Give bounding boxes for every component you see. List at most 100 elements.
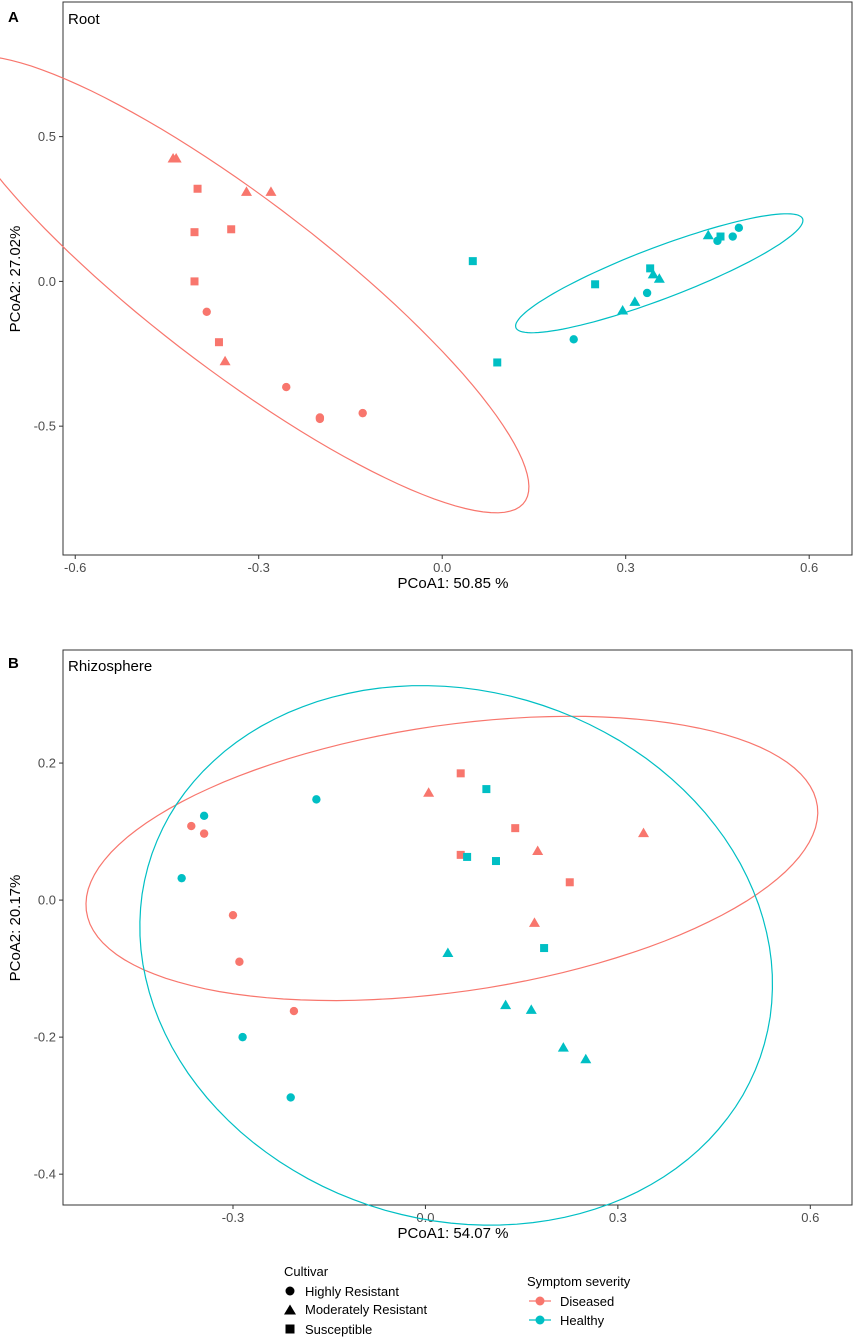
y-tick-label-a: -0.5 xyxy=(34,419,56,434)
x-tick-label-b: -0.3 xyxy=(222,1210,244,1225)
legend-symptom: Symptom severity Diseased Healthy xyxy=(527,1274,631,1328)
x-tick-label-a: -0.3 xyxy=(248,560,270,575)
point-healthy-highly-resistant xyxy=(238,1032,247,1042)
plot-frame-a xyxy=(62,1,853,556)
point-diseased-moderately-resistant xyxy=(528,917,540,927)
legend-triangle-icon xyxy=(284,1304,296,1315)
point-healthy-moderately-resistant xyxy=(629,296,641,306)
x-tick-label-b: 0.3 xyxy=(609,1210,627,1225)
panel-letter-b: B xyxy=(8,655,19,672)
point-healthy-susceptible xyxy=(482,785,491,794)
point-healthy-moderately-resistant xyxy=(617,305,629,315)
point-healthy-moderately-resistant xyxy=(653,273,665,283)
axis-ticks-a: -0.6 -0.3 0.0 0.3 0.6 -0.5 0.0 0.5 xyxy=(34,129,819,575)
panel-letter-a: A xyxy=(8,9,19,26)
point-diseased-susceptible xyxy=(190,228,199,237)
point-healthy-highly-resistant xyxy=(286,1093,295,1102)
point-diseased-moderately-resistant xyxy=(219,355,231,366)
panel-rhizosphere: B Rhizosphere -0.3 0.0 0.3 0.6 -0.4 -0.2 0.0 0.… xyxy=(7,649,853,1242)
legend-square-icon xyxy=(285,1324,295,1334)
legend-cultivar: Cultivar Highly Resistant Moderately Res… xyxy=(284,1264,427,1337)
point-healthy-highly-resistant xyxy=(734,223,744,233)
ellipse-healthy-a xyxy=(514,213,804,334)
ellipse-diseased-b xyxy=(85,715,819,1002)
point-diseased-moderately-resistant xyxy=(265,186,277,196)
point-healthy-moderately-resistant xyxy=(525,1004,537,1014)
point-healthy-highly-resistant xyxy=(312,795,321,804)
legend: Cultivar Highly Resistant Moderately Res… xyxy=(284,1264,631,1337)
point-healthy-moderately-resistant xyxy=(442,947,454,958)
axis-ticks-b: -0.3 0.0 0.3 0.6 -0.4 -0.2 0.0 0.2 xyxy=(34,756,820,1225)
ellipses-b xyxy=(85,685,819,1226)
point-healthy-susceptible xyxy=(491,857,500,866)
legend-diseased-circle-icon xyxy=(535,1296,545,1306)
point-diseased-susceptible xyxy=(214,338,223,347)
legend-item-susceptible: Susceptible xyxy=(305,1322,372,1337)
legend-cultivar-title: Cultivar xyxy=(284,1264,329,1279)
x-axis-label-b: PCoA1: 54.07 % xyxy=(398,1225,509,1242)
point-healthy-highly-resistant xyxy=(728,232,737,241)
points-a xyxy=(167,153,744,424)
point-diseased-moderately-resistant xyxy=(532,845,544,855)
point-diseased-moderately-resistant xyxy=(638,827,650,838)
points-b xyxy=(177,769,650,1102)
y-axis-label-b: PCoA2: 20.17% xyxy=(7,875,24,982)
point-diseased-highly-resistant xyxy=(187,821,196,831)
point-healthy-susceptible xyxy=(716,232,725,241)
point-healthy-highly-resistant xyxy=(199,811,209,821)
y-tick-label-b: -0.4 xyxy=(34,1167,56,1182)
y-tick-label-b: 0.0 xyxy=(38,893,56,908)
legend-item-diseased: Diseased xyxy=(560,1294,614,1309)
legend-item-moderately-resistant: Moderately Resistant xyxy=(305,1302,427,1317)
point-healthy-moderately-resistant xyxy=(580,1053,592,1064)
x-axis-label-a: PCoA1: 50.85 % xyxy=(398,575,509,592)
legend-item-healthy: Healthy xyxy=(560,1313,605,1328)
x-tick-label-a: 0.3 xyxy=(617,560,635,575)
point-diseased-susceptible xyxy=(227,225,236,234)
point-diseased-highly-resistant xyxy=(199,829,209,838)
point-healthy-moderately-resistant xyxy=(557,1042,569,1052)
x-tick-label-a: 0.0 xyxy=(433,560,451,575)
ellipse-healthy-b xyxy=(139,685,774,1226)
point-diseased-highly-resistant xyxy=(228,910,238,920)
point-diseased-susceptible xyxy=(190,277,199,286)
point-diseased-highly-resistant xyxy=(282,382,291,392)
point-diseased-highly-resistant xyxy=(289,1006,299,1016)
point-healthy-highly-resistant xyxy=(569,335,578,344)
point-diseased-susceptible xyxy=(565,878,574,887)
point-healthy-susceptible xyxy=(540,944,549,953)
point-diseased-highly-resistant xyxy=(315,414,325,424)
point-diseased-highly-resistant xyxy=(358,408,367,418)
point-healthy-susceptible xyxy=(493,358,502,367)
panel-title-root: Root xyxy=(68,11,101,28)
point-healthy-highly-resistant xyxy=(177,873,186,883)
point-diseased-moderately-resistant xyxy=(423,787,435,797)
ellipse-diseased-a xyxy=(0,57,530,514)
point-healthy-highly-resistant xyxy=(642,288,652,298)
point-diseased-highly-resistant xyxy=(202,307,211,316)
point-diseased-highly-resistant xyxy=(235,957,244,966)
point-diseased-susceptible xyxy=(193,184,202,193)
point-healthy-susceptible xyxy=(591,280,600,289)
legend-symptom-title: Symptom severity xyxy=(527,1274,631,1289)
x-tick-label-b: 0.0 xyxy=(416,1210,434,1225)
y-tick-label-a: 0.0 xyxy=(38,274,56,289)
point-healthy-susceptible xyxy=(646,264,655,273)
point-diseased-moderately-resistant xyxy=(240,186,252,196)
point-diseased-susceptible xyxy=(456,769,465,778)
x-tick-label-a: 0.6 xyxy=(800,560,818,575)
x-tick-label-a: -0.6 xyxy=(64,560,86,575)
point-healthy-moderately-resistant xyxy=(500,999,512,1010)
x-tick-label-b: 0.6 xyxy=(801,1210,819,1225)
legend-healthy-circle-icon xyxy=(535,1315,545,1325)
y-tick-label-b: 0.2 xyxy=(38,756,56,771)
panel-title-rhizosphere: Rhizosphere xyxy=(68,658,152,675)
point-healthy-susceptible xyxy=(463,852,472,861)
plot-frame-b xyxy=(62,649,853,1206)
y-tick-label-b: -0.2 xyxy=(34,1030,56,1045)
y-axis-label-a: PCoA2: 27.02% xyxy=(7,226,24,333)
legend-circle-icon xyxy=(285,1286,295,1296)
point-healthy-moderately-resistant xyxy=(647,268,659,279)
panel-root: A Root -0.6 -0.3 0.0 0.3 0.6 -0.5 0.0 0.5 PCoA1… xyxy=(0,1,853,592)
